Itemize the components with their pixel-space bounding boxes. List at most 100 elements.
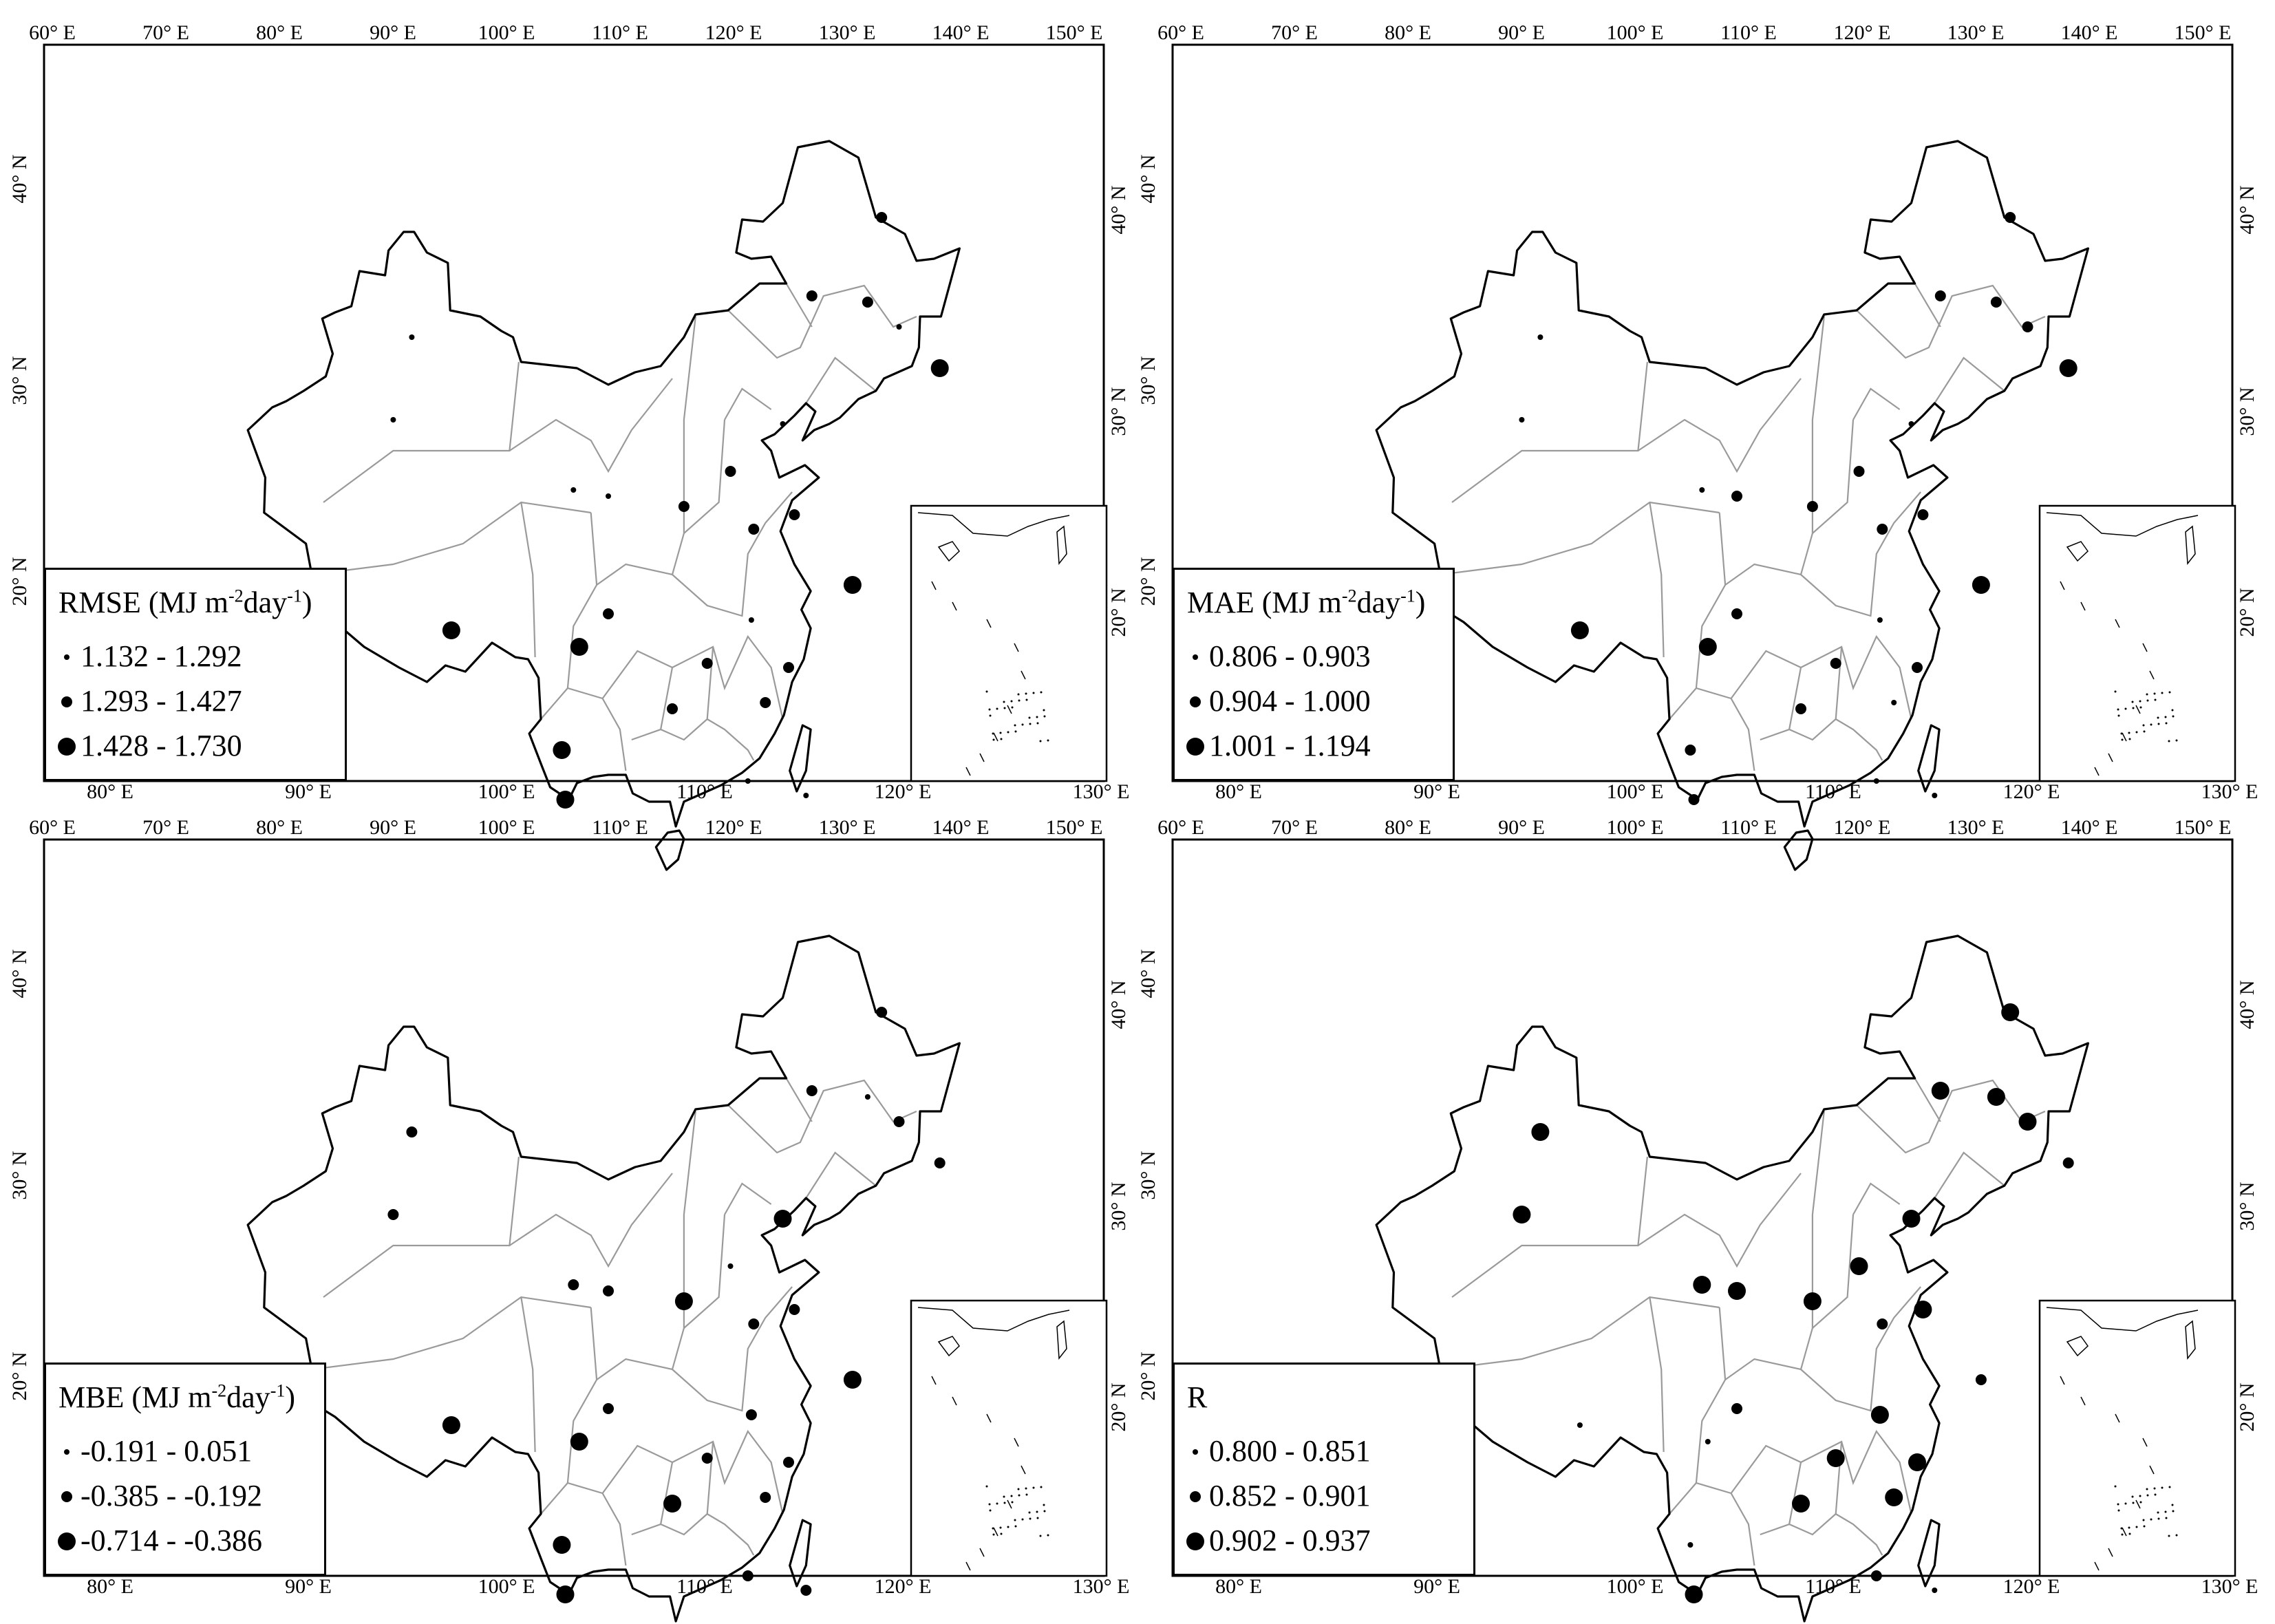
right-tick-label: 40° N	[2236, 980, 2258, 1029]
station-point	[1731, 491, 1742, 502]
left-tick-label: 20° N	[1137, 557, 1160, 606]
taiwan-outline	[1917, 1519, 1941, 1588]
station-point	[780, 421, 786, 427]
province-boundary	[1669, 1482, 1755, 1566]
left-tick-label: 40° N	[8, 154, 31, 203]
province-boundary	[1637, 1173, 1802, 1268]
station-point	[893, 1116, 905, 1127]
legend-symbol	[64, 654, 70, 660]
top-tick-label: 140° E	[932, 21, 990, 44]
station-point	[2062, 1157, 2074, 1168]
province-boundary	[785, 1078, 813, 1122]
station-point	[1931, 1082, 1950, 1100]
province-boundary	[1788, 718, 1883, 761]
legend-class-label: 0.806 - 0.903	[1209, 639, 1371, 673]
station-point	[603, 1285, 614, 1296]
bottom-tick-label: 80° E	[1215, 780, 1262, 803]
legend-title-part: -1	[287, 586, 302, 606]
station-point	[789, 509, 800, 520]
station-point	[556, 1585, 575, 1603]
map-svg-mbe: 60° E 70° E 80° E 90° E 100° E 110° E 120° E 13…	[8, 816, 1130, 1623]
legend-class-label: 0.904 - 1.000	[1209, 684, 1371, 718]
province-boundary	[596, 316, 696, 586]
province-boundary	[672, 1429, 784, 1515]
map-layer	[246, 934, 1108, 1623]
legend-title-part: )	[1415, 586, 1426, 619]
station-point	[568, 1279, 579, 1290]
top-tick-label: 70° E	[1271, 21, 1318, 44]
top-tick-label: 100° E	[478, 21, 535, 44]
legend-title: R	[1187, 1380, 1207, 1415]
province-boundary	[1440, 501, 1720, 576]
bottom-tick-label: 80° E	[1215, 1575, 1262, 1598]
station-point	[1806, 501, 1818, 512]
station-point	[748, 1318, 760, 1329]
station-point	[1519, 417, 1525, 423]
top-tick-label: 110° E	[1720, 21, 1777, 44]
province-boundary	[1730, 1444, 1802, 1536]
province-boundary	[596, 1111, 696, 1380]
top-tick-label: 150° E	[2175, 816, 2232, 839]
station-point	[1685, 1585, 1703, 1603]
bottom-tick-label: 110° E	[1805, 780, 1861, 803]
bottom-tick-label: 120° E	[875, 780, 932, 803]
bottom-tick-label: 120° E	[875, 1575, 932, 1598]
top-tick-label: 140° E	[2061, 21, 2118, 44]
bottom-tick-label: 100° E	[478, 1575, 535, 1598]
station-point	[760, 1492, 771, 1503]
province-boundary	[1852, 1182, 1901, 1215]
top-tick-label: 120° E	[705, 21, 762, 44]
province-boundary	[601, 1444, 674, 1536]
station-point	[2022, 321, 2033, 332]
legend-title-part: day	[1356, 586, 1401, 619]
bottom-tick-label: 90° E	[285, 780, 332, 803]
legend-symbol	[61, 1491, 72, 1502]
legend-symbol	[58, 1532, 76, 1550]
station-point	[1912, 662, 1923, 673]
right-tick-label: 40° N	[2236, 185, 2258, 234]
top-tick-label: 90° E	[1498, 21, 1545, 44]
legend-title-part: day	[243, 586, 288, 619]
map-frame	[43, 838, 1105, 1577]
right-tick-label: 20° N	[1107, 1382, 1130, 1431]
province-boundary	[672, 634, 784, 720]
province-boundary	[1800, 491, 1921, 617]
legend-title-part: -2	[211, 1380, 227, 1401]
station-point	[876, 212, 888, 223]
station-point	[745, 778, 751, 784]
top-tick-label: 60° E	[29, 816, 76, 839]
province-boundary	[724, 1182, 772, 1215]
province-boundary	[509, 378, 673, 473]
station-point	[2059, 359, 2078, 377]
legend-symbol	[1190, 1491, 1201, 1502]
province-boundary	[1649, 1296, 1665, 1453]
right-tick-label: 40° N	[1107, 185, 1130, 234]
province-boundary	[1852, 387, 1901, 420]
station-point	[1537, 334, 1544, 340]
station-point	[603, 608, 614, 619]
province-boundary	[1637, 378, 1802, 473]
province-boundary	[1812, 419, 1855, 534]
station-point	[748, 524, 760, 535]
legend-symbol	[1190, 696, 1201, 707]
left-tick-label: 40° N	[1137, 949, 1160, 998]
station-point	[570, 638, 588, 656]
right-tick-label: 20° N	[2236, 1382, 2258, 1431]
legend-class-label: 0.800 - 0.851	[1209, 1434, 1371, 1468]
station-point	[701, 658, 713, 669]
province-boundary	[1934, 356, 2005, 404]
province-boundary	[1934, 1151, 2005, 1199]
station-point	[1877, 1318, 1888, 1329]
legend-title-part: day	[226, 1380, 270, 1414]
province-boundary	[311, 1296, 591, 1371]
legend-class-label: 1.001 - 1.194	[1209, 729, 1371, 762]
station-point	[1908, 1453, 1926, 1471]
map-layer	[1375, 140, 2236, 871]
bottom-tick-label: 120° E	[2003, 780, 2060, 803]
legend-symbol	[1193, 1449, 1198, 1455]
station-point	[1908, 421, 1914, 427]
bottom-tick-label: 100° E	[1607, 780, 1664, 803]
station-point	[1850, 1257, 1868, 1275]
station-point	[1934, 290, 1946, 301]
station-point	[674, 1292, 693, 1310]
